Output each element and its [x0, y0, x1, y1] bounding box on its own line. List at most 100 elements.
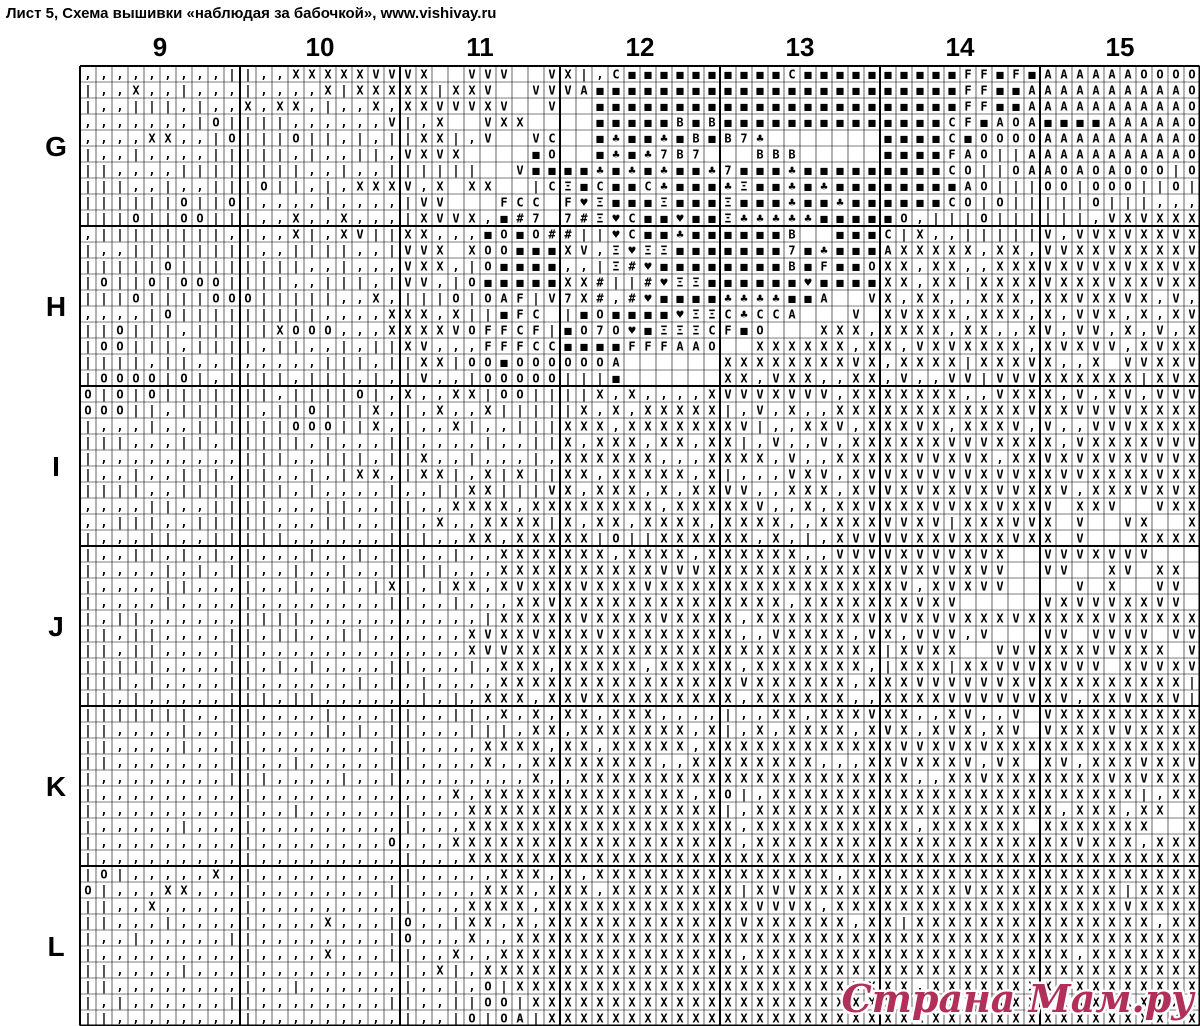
stitch-row: |O||,|,XXX — [244, 180, 396, 194]
stitch-row: ■■■■■■■■■■ — [724, 84, 876, 98]
stitch-row: O|,XXXXXXX — [724, 788, 876, 802]
stitch-row: ■■■■C■■■■■ — [724, 68, 876, 82]
stitch-row: ||||| V■■ — [404, 164, 556, 178]
stitch-row: XXXXXVXXXX — [884, 884, 1036, 898]
stitch-row: XXXXXX,X — [724, 340, 876, 354]
stitch-row: XXXXXXXXXX — [564, 852, 716, 866]
stitch-row: XXXXXXXXXX — [564, 980, 716, 994]
stitch-row: ■■■■CF■AOA — [884, 116, 1036, 130]
stitch-row: XXXXXXXXXX — [1044, 852, 1196, 866]
stitch-row: XXVVVVXXXX — [1044, 404, 1196, 418]
stitch-row: ■■■■B ■■■ — [724, 228, 876, 242]
stitch-row: XXXXXX|XVX — [1044, 372, 1196, 386]
stitch-row: XX#||#♥ΞΞ■ — [564, 276, 716, 290]
stitch-row: XVXXXXXX,X — [724, 676, 876, 690]
stitch-row: XXVVXVX,XX — [884, 452, 1036, 466]
stitch-row: XXXXXXXXXX — [724, 564, 876, 578]
stitch-row: XXVXXX,XXX — [1044, 836, 1196, 850]
stitch-row: O,,,X,,XXX — [404, 932, 556, 946]
stitch-row: XXXXXXXXXX — [564, 676, 716, 690]
row-label: K — [46, 771, 66, 802]
stitch-row: XXXXXXVVVX — [564, 564, 716, 578]
stitch-row: ■■■■■FF■■A — [884, 100, 1036, 114]
column-label: 10 — [306, 32, 335, 62]
stitch-row: XXXXXXXXXX — [564, 596, 716, 610]
stitch-row: |,,|,,|,|X — [244, 580, 396, 594]
row-label: J — [48, 611, 64, 642]
stitch-row: V,,VVVXXXX — [1044, 420, 1196, 434]
stitch-row: XXXXXXXXXX — [884, 788, 1036, 802]
stitch-row: XXXXXXXXVX — [724, 356, 876, 370]
stitch-row: XV,XXXVXVX — [1044, 484, 1196, 498]
stitch-row: XXXXXXXXXX — [564, 964, 716, 978]
stitch-row: XVXXXXXXXX — [564, 692, 716, 706]
stitch-row: VXVXXVXVVX — [884, 484, 1036, 498]
stitch-row: |||,VXVXXX — [1044, 212, 1196, 226]
stitch-row: XXXXXX,,,X — [564, 452, 716, 466]
stitch-row: XXXXX,,VXX — [884, 388, 1036, 402]
stitch-row: |,,X,,XXXX — [404, 948, 556, 962]
stitch-row: |,X,XXXX,X — [724, 724, 876, 738]
stitch-row: X,XXXXXXXX — [724, 820, 876, 834]
stitch-row: V XXV VXX — [1044, 500, 1196, 514]
stitch-row: XXXXXVXXXX — [1044, 900, 1196, 914]
stitch-row: XXXXXXXXXX — [564, 836, 716, 850]
stitch-row: XVXXXXVXXX — [564, 612, 716, 626]
stitch-row: Ξ■■■♣■■♣■■ — [724, 196, 876, 210]
stitch-row: XXXXXXXXXX — [564, 804, 716, 818]
stitch-row: ■♣■■♣■B■ — [564, 132, 716, 146]
stitch-row: XXX,XXXXXX — [564, 420, 716, 434]
stitch-row: Ξ♣♣♣♣♣■■■■ — [724, 212, 876, 226]
stitch-row: XXX,V,,XXX — [724, 452, 876, 466]
stitch-row: XX,XX,,XXX — [884, 260, 1036, 274]
stitch-row: XXXXXXXXXX — [1044, 868, 1196, 882]
stitch-row: XXXXXXXXXX — [724, 932, 876, 946]
stitch-row: XV|,,XXV,X — [724, 420, 876, 434]
stitch-row: X V XXXX — [1044, 532, 1196, 546]
stitch-row: |,,,XXXXXX — [404, 804, 556, 818]
stitch-row: XXXXXXXXXX — [884, 948, 1036, 962]
stitch-row: |,X|,XXXXX — [404, 964, 556, 978]
stitch-row: X,XXXXXXXX — [564, 868, 716, 882]
stitch-row: ,,,,XVVXXX — [404, 644, 556, 658]
stitch-row: XXXXXXXXXX — [564, 644, 716, 658]
stitch-row: Ξ■C■■C♣■■■ — [564, 180, 716, 194]
stitch-row: XXXXXXXXXX — [724, 580, 876, 594]
stitch-row: XXXX,,XXXX — [724, 516, 876, 530]
stitch-row: XVVXXXXVXX — [1044, 468, 1196, 482]
stitch-row: |,,,,XXX,X — [404, 884, 556, 898]
stitch-row: XVXVV,XVXX — [1044, 340, 1196, 354]
stitch-row: ■■■■FAO||A — [884, 148, 1036, 162]
row-label: L — [47, 931, 64, 962]
stitch-row: XXXXVXVXXX — [1044, 772, 1196, 786]
stitch-row: |,V,X,,XXX — [724, 404, 876, 418]
stitch-row: XXXXXXXXXX — [564, 820, 716, 834]
stitch-row: ,XXXXXXXXX — [564, 772, 716, 786]
stitch-row: XVXVVXXXVX — [884, 612, 1036, 626]
stitch-row: XXXXXXXXXX — [1044, 932, 1196, 946]
stitch-row: ♣Ξ■■♣■♣■■■ — [724, 180, 876, 194]
stitch-row: ■■■■■FF■■A — [884, 84, 1036, 98]
stitch-row: |,,XXXX,XX — [404, 500, 556, 514]
stitch-row: X|,C■■■■■■ — [564, 68, 716, 82]
stitch-row: VXXXVXXVXX — [1044, 276, 1196, 290]
stitch-row: ■■■■■■■■■■ — [724, 116, 876, 130]
stitch-row: XXXXXXX X — [1044, 820, 1196, 834]
stitch-row: XXVXXXXXXX — [564, 628, 716, 642]
stitch-row: ,,,XXXXXXX — [404, 836, 556, 850]
column-label: 11 — [466, 32, 494, 62]
stitch-row: XXXXXXXXXX — [884, 932, 1036, 946]
stitch-row: X V VX X — [1044, 516, 1196, 530]
stitch-row: X|XXXXXXXX — [884, 916, 1036, 930]
column-label: 13 — [786, 32, 815, 62]
stitch-row: XXXXXXX,XX — [1044, 916, 1196, 930]
row-label: G — [45, 131, 67, 162]
column-label: 15 — [1106, 32, 1135, 62]
stitch-row: ■■■■7■♣■■■ — [724, 244, 876, 258]
stitch-row: VXVVVVXVVX — [884, 468, 1036, 482]
stitch-row: XXXX,XX,,X — [884, 324, 1036, 338]
stitch-row: |,,,XXXXXX — [404, 820, 556, 834]
stitch-row: ■■■■■■■■■■ — [724, 100, 876, 114]
stitch-row: XXVVVX,XXX — [724, 900, 876, 914]
